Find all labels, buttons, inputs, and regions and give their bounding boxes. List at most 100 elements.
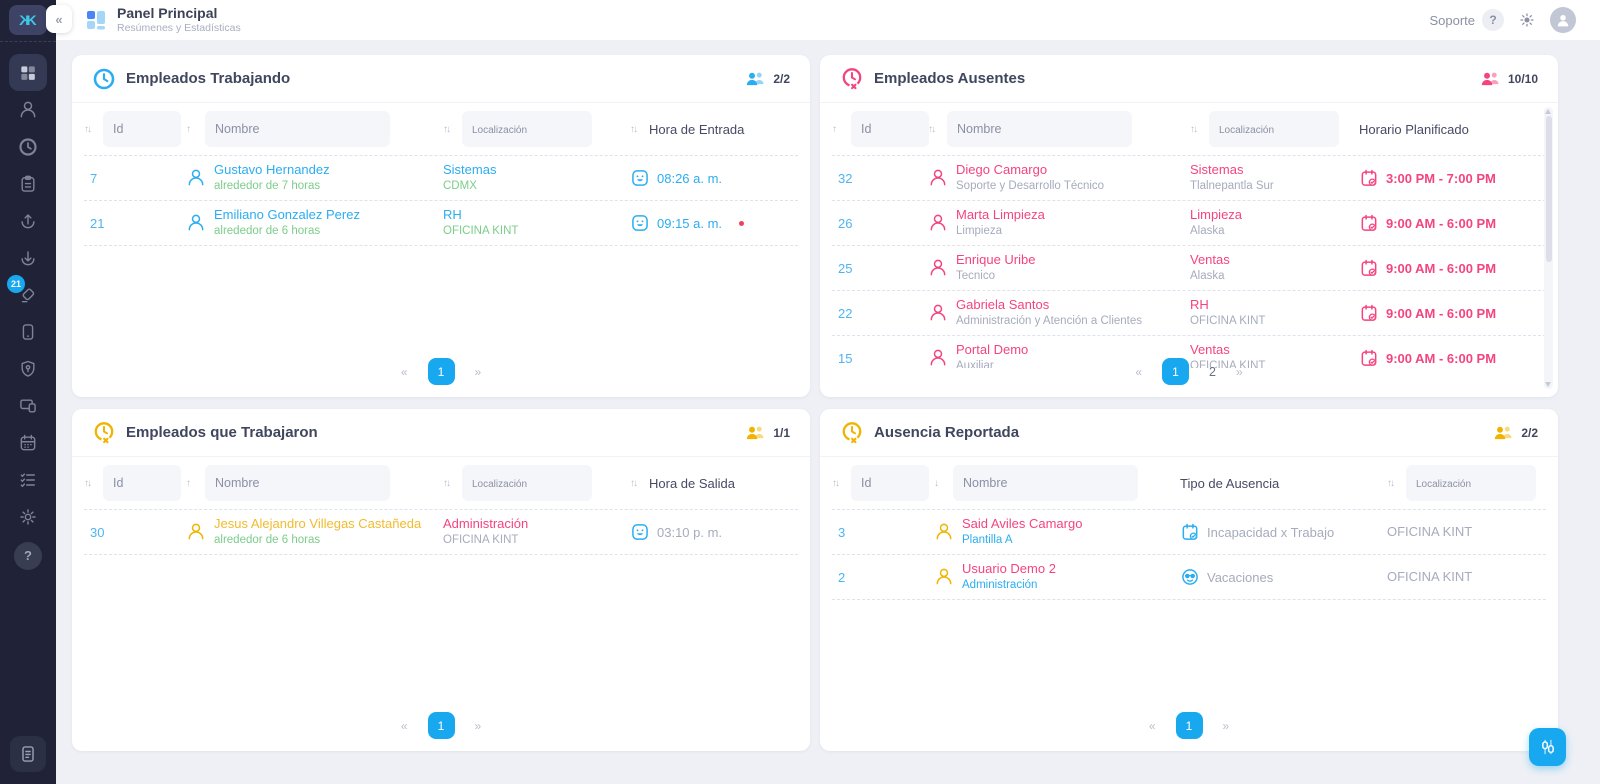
sidebar-collapse-button[interactable]: « [46,5,72,33]
table-row[interactable]: 15 Portal Demo Auxiliar Ventas OFICINA KIN… [832,336,1546,368]
filters-fab-button[interactable] [1529,728,1566,766]
shield-location-icon [18,359,38,379]
location-line1: RH [443,206,462,222]
sort-icon[interactable]: ↑↓ [1387,477,1395,489]
table-row[interactable]: 22 Gabriela Santos Administración y Atenc… [832,291,1546,336]
sidebar-item-incidents[interactable]: 21 [7,275,47,313]
panel-empleados-que-trabajaron: Empleados que Trabajaron 1/1 ↑↓ ↑ ↑↓ ↑↓ H… [72,409,810,751]
people-icon [1492,424,1514,441]
location-line1: Sistemas [443,161,497,177]
name-filter-input[interactable] [953,465,1138,501]
sort-icon[interactable]: ↑↓ [928,123,936,135]
next-page-button[interactable]: » [1235,364,1243,379]
prev-page-button[interactable]: « [400,718,408,733]
prev-page-button[interactable]: « [400,364,408,379]
sort-icon[interactable]: ↑ [832,123,837,135]
prev-page-button[interactable]: « [1135,364,1143,379]
sidebar-item-attendance[interactable] [9,128,47,165]
sidebar-item-employees[interactable] [9,91,47,128]
scrollbar[interactable] [1544,107,1553,389]
table-row[interactable]: 30 Jesus Alejandro Villegas Castañeda alr… [84,510,798,555]
location-filter-input[interactable] [1209,111,1339,147]
sidebar-item-geofence[interactable] [9,350,47,387]
location: OFICINA KINT [1387,569,1473,584]
clock-x-icon [840,420,864,446]
employee-group: Plantilla A [962,533,1013,546]
name-filter-input[interactable] [205,111,390,147]
page-button-active[interactable]: 1 [427,358,455,385]
scrollbar-thumb[interactable] [1545,116,1552,262]
id-filter-input[interactable] [851,465,929,501]
sidebar-divider [0,41,56,42]
employee-role: Tecnico [956,269,995,282]
panel-title: Empleados que Trabajaron [126,424,318,441]
sidebar-item-docs[interactable] [10,736,46,772]
sidebar-item-help[interactable]: ? [9,537,47,574]
id-filter-input[interactable] [103,465,181,501]
sort-icon[interactable]: ↑↓ [630,477,638,489]
page-button-active[interactable]: 1 [1162,358,1190,385]
sort-icon[interactable]: ↓ [934,477,939,489]
location-line2: OFICINA KINT [443,224,519,237]
location-filter-input[interactable] [462,111,592,147]
name-filter-input[interactable] [947,111,1132,147]
checklist-icon [18,470,38,490]
sidebar-item-devices[interactable] [9,387,47,424]
id-filter-input[interactable] [851,111,929,147]
theme-toggle-button[interactable] [1518,11,1536,29]
clock-icon [18,137,38,157]
sidebar-item-settings[interactable] [9,498,47,535]
page-button-active[interactable]: 1 [427,712,455,739]
sidebar-item-mobile[interactable] [9,313,47,350]
avatar-icon [1554,11,1572,29]
support-button[interactable]: Soporte ? [1429,9,1504,31]
next-page-button[interactable]: » [474,364,482,379]
help-icon: ? [14,541,42,570]
user-avatar[interactable] [1550,7,1576,33]
sort-icon[interactable]: ↑ [186,123,191,135]
panel-ausencia-reportada: Ausencia Reportada 2/2 ↑↓ ↓ Tipo de Ause… [820,409,1558,751]
sidebar-item-dashboard[interactable] [9,54,47,91]
table-row[interactable]: 21 Emiliano Gonzalez Perez alrededor de 6… [84,201,798,246]
person-icon [186,522,206,542]
name-filter-input[interactable] [205,465,390,501]
location-filter-input[interactable] [462,465,592,501]
table-row[interactable]: 32 Diego Camargo Soporte y Desarrollo Téc… [832,156,1546,201]
pagination: « 1 » [72,712,810,739]
calendar-check-icon [1359,213,1379,233]
sort-icon[interactable]: ↑↓ [84,477,92,489]
location-line2: Tlalnepantla Sur [1190,179,1274,192]
table-row[interactable]: 2 Usuario Demo 2 Administración Vacacione… [832,555,1546,600]
sidebar-item-checkin[interactable] [9,202,47,239]
prev-page-button[interactable]: « [1148,718,1156,733]
page-button[interactable]: 2 [1209,364,1216,379]
sort-icon[interactable]: ↑↓ [630,123,638,135]
scroll-up-arrow[interactable] [1545,109,1551,114]
panel-title: Ausencia Reportada [874,424,1020,441]
table-row[interactable]: 7 Gustavo Hernandez alrededor de 7 horas … [84,156,798,201]
sort-icon[interactable]: ↑ [186,477,191,489]
next-page-button[interactable]: » [1222,718,1230,733]
sidebar-item-reports[interactable] [9,165,47,202]
sort-icon[interactable]: ↑↓ [443,123,451,135]
sort-icon[interactable]: ↑↓ [84,123,92,135]
next-page-button[interactable]: » [474,718,482,733]
location-filter-input[interactable] [1406,465,1536,501]
id-filter-input[interactable] [103,111,181,147]
clock-x-icon [840,66,864,92]
sort-icon[interactable]: ↑↓ [443,477,451,489]
scroll-down-arrow[interactable] [1545,382,1551,387]
sort-icon[interactable]: ↑↓ [832,477,840,489]
table-row[interactable]: 3 Said Aviles Camargo Plantilla A Incapac… [832,510,1546,555]
employee-name: Enrique Uribe [956,251,1036,267]
sidebar-item-checkout[interactable] [9,239,47,276]
sort-icon[interactable]: ↑↓ [1190,123,1198,135]
table-row[interactable]: 25 Enrique Uribe Tecnico Ventas Alaska 9:0… [832,246,1546,291]
page-button-active[interactable]: 1 [1175,712,1203,739]
sidebar-item-calendar[interactable] [9,424,47,461]
sidebar-item-tasks[interactable] [9,461,47,498]
table-row[interactable]: 26 Marta Limpieza Limpieza Limpieza Alaska… [832,201,1546,246]
dashboard-grid: Empleados Trabajando 2/2 ↑↓ ↑ ↑↓ ↑↓Hora … [56,40,1600,784]
download-icon [18,248,38,268]
